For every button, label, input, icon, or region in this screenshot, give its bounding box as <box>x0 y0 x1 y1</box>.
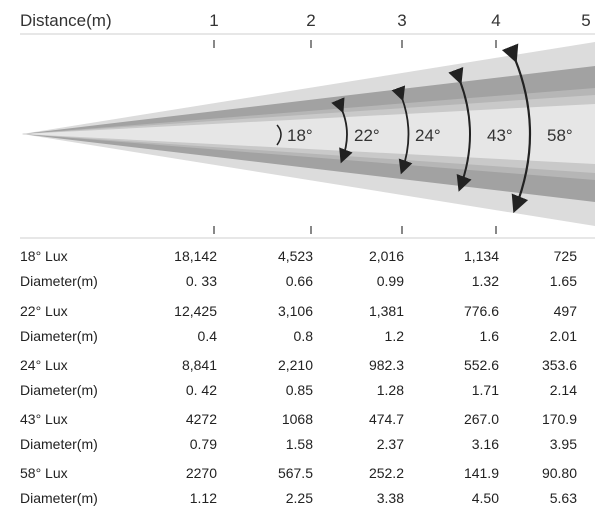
angle-label-43: 43° <box>487 126 513 145</box>
table-cell: 982.3 <box>368 357 404 373</box>
table-cell: 1.2 <box>384 328 404 344</box>
table-cell: 12,425 <box>174 303 217 319</box>
table-cell: 1.58 <box>285 436 313 452</box>
table-cell: 776.6 <box>463 303 499 319</box>
table-cell: 1.65 <box>549 273 577 289</box>
table-row-label: Diameter(m) <box>20 328 98 344</box>
table-cell: 1.32 <box>471 273 499 289</box>
table-row-label: 43° Lux <box>20 411 68 427</box>
table-row-label: Diameter(m) <box>20 436 98 452</box>
angle-arc-18 <box>276 124 282 146</box>
table-cell: 552.6 <box>463 357 499 373</box>
table-cell: 1,381 <box>368 303 404 319</box>
table-cell: 141.9 <box>463 465 499 481</box>
table-cell: 567.5 <box>277 465 313 481</box>
table-cell: 4272 <box>185 411 217 427</box>
table-cell: 353.6 <box>541 357 577 373</box>
table-cell: 725 <box>553 248 577 264</box>
distance-tick-label-1: 1 <box>209 11 218 30</box>
table-cell: 2.37 <box>376 436 404 452</box>
beam-angle-diagram: Distance(m) 1 2 3 4 5 18° 22° 24° 43° 58… <box>20 11 595 239</box>
table-row-label: 58° Lux <box>20 465 68 481</box>
table-cell: 3,106 <box>277 303 313 319</box>
table-cell: 0.4 <box>197 328 217 344</box>
table-cell: 18,142 <box>174 248 217 264</box>
table-cell: 8,841 <box>181 357 217 373</box>
angle-label-58: 58° <box>547 126 573 145</box>
table-cell: 1.28 <box>376 382 404 398</box>
table-cell: 497 <box>553 303 577 319</box>
table-cell: 0.66 <box>285 273 313 289</box>
table-cell: 1.6 <box>479 328 499 344</box>
table-cell: 2.01 <box>549 328 577 344</box>
table-cell: 2,210 <box>277 357 313 373</box>
angle-label-22: 22° <box>354 126 380 145</box>
table-cell: 252.2 <box>368 465 404 481</box>
table-cell: 0.99 <box>376 273 404 289</box>
table-cell: 4.50 <box>471 490 499 506</box>
table-cell: 0.85 <box>285 382 313 398</box>
distance-tick-label-4: 4 <box>491 11 500 30</box>
table-cell: 1.71 <box>471 382 499 398</box>
angle-arc-22 <box>331 97 353 164</box>
angle-arc-43 <box>448 66 472 192</box>
table-cell: 4,523 <box>277 248 313 264</box>
table-cell: 1.12 <box>189 490 217 506</box>
table-cell: 90.80 <box>541 465 577 481</box>
table-cell: 1,134 <box>463 248 499 264</box>
distance-tick-label-3: 3 <box>397 11 406 30</box>
angle-arc-58 <box>501 43 532 214</box>
table-cell: 474.7 <box>368 411 404 427</box>
table-row-label: Diameter(m) <box>20 273 98 289</box>
distance-axis-label: Distance(m) <box>20 11 112 30</box>
distance-tick-label-5: 5 <box>581 11 590 30</box>
angle-label-18: 18° <box>287 126 313 145</box>
table-cell: 0. 33 <box>185 273 217 289</box>
table-cell: 267.0 <box>463 411 499 427</box>
table-cell: 3.95 <box>549 436 577 452</box>
table-cell: 1068 <box>281 411 313 427</box>
table-cell: 2.25 <box>285 490 313 506</box>
table-cell: 3.38 <box>376 490 404 506</box>
photometric-data-table: 18° Lux 18,142 4,523 2,016 1,134 725 Diameter(… <box>0 240 595 511</box>
table-row-label: 24° Lux <box>20 357 68 373</box>
table-cell: 5.63 <box>549 490 577 506</box>
table-row-label: Diameter(m) <box>20 382 98 398</box>
angle-arc-24 <box>391 85 413 175</box>
table-cell: 3.16 <box>471 436 499 452</box>
table-cell: 2.14 <box>549 382 577 398</box>
table-row-label: 22° Lux <box>20 303 68 319</box>
table-cell: 2270 <box>185 465 217 481</box>
table-row-label: 18° Lux <box>20 248 68 264</box>
angle-label-24: 24° <box>415 126 441 145</box>
table-cell: 0. 42 <box>185 382 217 398</box>
table-cell: 2,016 <box>368 248 404 264</box>
table-row-label: Diameter(m) <box>20 490 98 506</box>
table-cell: 0.8 <box>293 328 313 344</box>
table-cell: 170.9 <box>541 411 577 427</box>
distance-tick-label-2: 2 <box>306 11 315 30</box>
table-cell: 0.79 <box>189 436 217 452</box>
